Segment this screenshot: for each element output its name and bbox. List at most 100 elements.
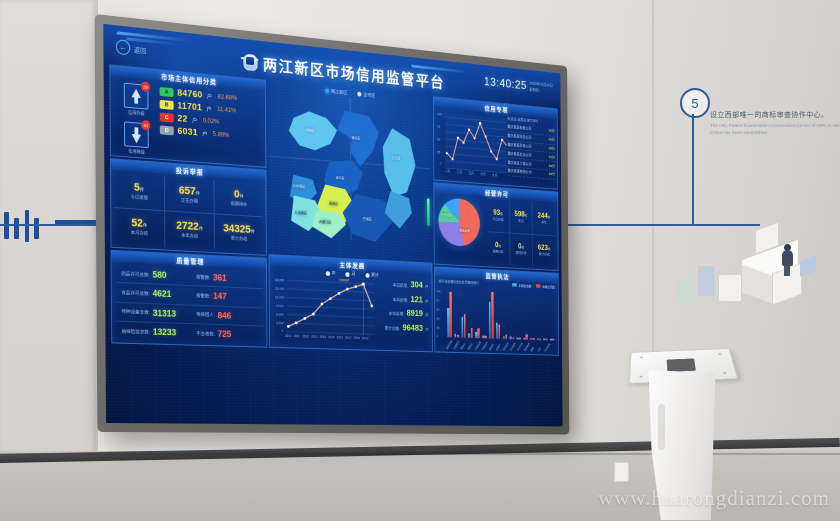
complaint-unit: 件 (195, 190, 200, 196)
map-region-label: 渝北区 (351, 135, 361, 141)
map-tab-city[interactable]: 全市区 (357, 91, 375, 99)
licensing-label: 超期办件 (492, 249, 504, 255)
legend-dot-icon (345, 271, 350, 277)
bar-group[interactable] (536, 294, 542, 341)
credit-classification-title-text: 市场主体信用分类 (160, 73, 217, 87)
complaint-value: 52 (131, 217, 144, 230)
wall-deco-line (55, 220, 101, 225)
industry-x-tick: 房地产 (495, 343, 502, 352)
bar-group[interactable] (529, 294, 535, 341)
credit-downgrade-badge: 63 (141, 119, 151, 131)
kiosk-screw (640, 356, 644, 359)
growth-stat-unit: 户 (425, 284, 429, 289)
blacklist-name: 重庆某某贸易公司 (507, 142, 532, 149)
bar-group[interactable] (474, 291, 480, 339)
bar-group[interactable] (453, 290, 460, 338)
wall-left-panel (0, 0, 96, 521)
growth-line-svg (286, 279, 374, 335)
industry-x-tick: 水利环境 (516, 341, 524, 353)
complaint-stat-cell[interactable]: 5件 今日受理 (113, 172, 166, 212)
credit-x-tick: 七月 (480, 172, 486, 177)
region-map[interactable]: 北碚区 渝北区 江北区 渝中区 沙坪坝区 南岸区 九龙坡区 (267, 90, 431, 246)
growth-legend-month[interactable]: 月 (345, 271, 356, 277)
licensing-label: 今日办结 (492, 217, 504, 222)
credit-downgrade-item[interactable]: 63 信用降级 (117, 119, 155, 157)
credit-x-tick: 一月 (444, 169, 451, 174)
complaint-stat-cell[interactable]: 0件 逾期待办 (214, 179, 264, 218)
complaint-stat-cell[interactable]: 52件 本月办结 (114, 208, 166, 247)
industry-panel: 监管执法 各行业监管检查及处罚情况统计 本期检查数 本期处罚数 10 (433, 266, 560, 356)
growth-x-tick: 2016 (336, 335, 344, 340)
growth-stat-unit: 户 (425, 298, 429, 304)
quality-title-text: 质量管理 (176, 257, 205, 266)
licensing-stat-cell[interactable]: 598件 本月 (509, 201, 533, 235)
bar-group[interactable] (446, 290, 453, 338)
complaint-label: 本年办结 (181, 232, 199, 239)
graphic-marker-circle: 5 (680, 88, 710, 118)
industry-x-tick: 文化体育 (543, 342, 552, 353)
industry-legend-penalties[interactable]: 本期处罚数 (535, 284, 555, 289)
bar-group[interactable] (522, 293, 528, 340)
credit-y-tick: 100 (437, 112, 442, 117)
quality-row[interactable]: 抽样检验总数: 13233 (116, 321, 191, 342)
bar-group[interactable] (495, 292, 501, 339)
industry-bar-chart[interactable] (446, 290, 555, 341)
growth-stat-label: 本年新增: (388, 311, 405, 317)
grade-pct-a: 82.68% (217, 93, 238, 103)
complaint-stat-cell[interactable]: 34325件 累计办结 (215, 214, 264, 251)
growth-legend-year[interactable]: 年 (325, 270, 336, 276)
quality-row[interactable]: 不合格数: 725 (191, 324, 263, 345)
industry-legend-inspections[interactable]: 本期检查数 (512, 282, 531, 288)
credit-upgrade-item[interactable]: 29 信用升级 (117, 81, 155, 118)
licensing-stat-grid: 93件 今日办结 598件 本月 244件 本年 0件 (486, 199, 556, 268)
map-scroll-accent[interactable] (427, 198, 430, 226)
quality-row[interactable]: 电梯困人: 846 (190, 305, 263, 327)
bar-group[interactable] (549, 294, 555, 341)
growth-peak-label: 17000户 (338, 278, 350, 283)
complaints-title-text: 投诉举报 (175, 167, 204, 177)
blacklist-name: 重庆某某工程公司 (507, 159, 532, 166)
licensing-stat-cell[interactable]: 244件 本年 (532, 202, 556, 236)
complaint-label: 累计办结 (230, 235, 248, 242)
wall-deco-bar (25, 210, 29, 242)
back-button[interactable]: ← 返回 (115, 39, 146, 57)
industry-legend-label: 本期处罚数 (542, 284, 555, 289)
growth-stat-row[interactable]: 本日新增: 304 户 (374, 278, 429, 290)
quality-label: 电梯困人: (196, 312, 215, 319)
map-region-label: 九龙坡区 (294, 210, 308, 216)
licensing-stat-cell[interactable]: 0件 退回办件 (510, 233, 534, 267)
quality-row[interactable]: 特种设备总数: 31313 (115, 302, 191, 324)
legend-swatch-red (535, 284, 541, 288)
bar-group[interactable] (502, 292, 508, 340)
growth-x-tick: 2019 (361, 336, 369, 341)
bar-group[interactable] (509, 293, 515, 340)
blacklist-name: 重庆某某科技公司 (507, 133, 532, 140)
growth-stat-row[interactable]: 累计总数: 96483 户 (374, 321, 429, 332)
quality-value: 725 (217, 329, 232, 340)
map-region-label: 渝中区 (335, 175, 345, 181)
growth-x-tick: 2013 (310, 334, 318, 339)
bar-group[interactable] (460, 290, 466, 338)
growth-stat-row[interactable]: 本年新增: 8919 户 (374, 307, 429, 318)
licensing-stat-cell[interactable]: 0件 超期办件 (486, 231, 511, 265)
bar-group[interactable] (467, 291, 473, 339)
bar-group[interactable] (515, 293, 521, 340)
growth-stat-row[interactable]: 本月新增: 121 户 (374, 293, 429, 305)
complaint-stat-cell[interactable]: 2722件 本年办结 (165, 211, 215, 250)
complaint-stat-cell[interactable]: 657件 正在办理 (164, 175, 215, 215)
licensing-stat-cell[interactable]: 93件 今日办结 (486, 199, 511, 234)
iso-block-blue (800, 255, 816, 277)
legend-swatch-blue (512, 282, 517, 287)
kiosk-cable-cutout (666, 358, 696, 372)
bar-group[interactable] (488, 291, 494, 339)
graphic-illustration (660, 218, 840, 318)
bar-group[interactable] (542, 294, 548, 341)
bar-group[interactable] (481, 291, 487, 339)
grade-unit-d: 户 (202, 131, 208, 138)
licensing-stat-cell[interactable]: 623件 累计办结 (533, 235, 556, 268)
quality-label: 特种设备总数: (121, 310, 150, 316)
licensing-pie-chart[interactable]: 食品经营 药品经营 (438, 197, 484, 248)
radio-unselected-icon (357, 91, 362, 97)
map-tab-district[interactable]: 两江新区 (325, 87, 347, 96)
licensing-label: 本月 (518, 219, 524, 224)
